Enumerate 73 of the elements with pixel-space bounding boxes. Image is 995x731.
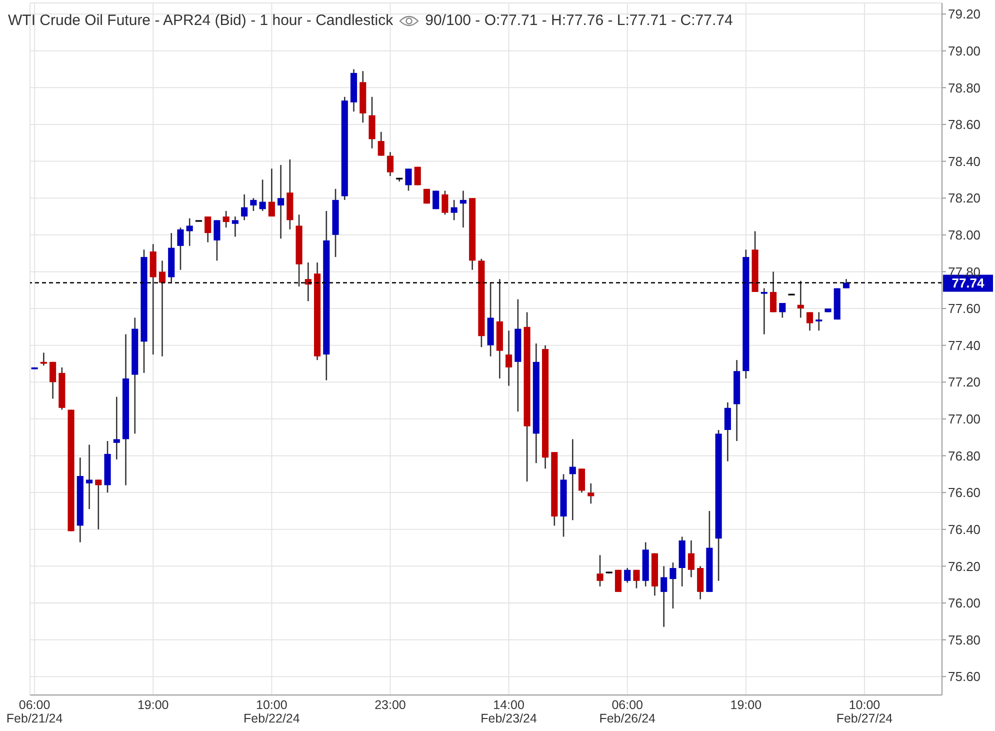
candlestick (232, 216, 238, 238)
y-tick-label: 76.40 (948, 522, 981, 537)
candlestick (760, 288, 768, 335)
text: 90/100 - O:77.71 - H:77.76 - L:77.71 - C:77.74 (425, 12, 733, 29)
candlestick (241, 194, 248, 221)
y-tick-label: 77.40 (948, 338, 981, 353)
y-tick-label: 76.20 (948, 558, 981, 574)
y-tick-label: 78.60 (948, 117, 981, 132)
candlestick (204, 216, 212, 243)
candlestick (450, 199, 458, 221)
candlestick (633, 569, 640, 589)
candlestick (779, 302, 786, 318)
y-tick-label: 77.60 (948, 301, 981, 316)
candlestick (177, 226, 184, 271)
x-tick-label: 10:00 Feb/22/24 (244, 698, 300, 726)
candlestick (222, 210, 230, 228)
y-tick-label: 75.80 (948, 632, 981, 648)
candlestick (368, 96, 376, 150)
x-tick-label: 06:00 Feb/21/24 (6, 698, 63, 726)
candlestick (588, 482, 594, 504)
candlestick (158, 260, 166, 358)
candlestick (596, 554, 604, 588)
candlestick (770, 271, 777, 313)
candlestick (442, 190, 448, 216)
x-tick-label: 14:00 Feb/23/24 (480, 698, 537, 726)
candlestick (816, 312, 822, 332)
candlestick (614, 569, 622, 593)
y-tick-label: 77.20 (948, 374, 981, 390)
candlestick (186, 218, 193, 247)
ref-line-label: 77.74 (952, 276, 986, 291)
candlestick (113, 396, 120, 460)
candlestick (86, 444, 93, 510)
candlestick (259, 179, 266, 212)
candlestick (50, 361, 56, 400)
y-tick-label: 78.00 (948, 228, 981, 243)
x-tick-label: 23:00 (374, 698, 406, 712)
candlestick (386, 151, 394, 177)
candlestick (432, 190, 440, 210)
candlestick (660, 566, 668, 628)
x-tick-label: 19:00 (730, 698, 762, 712)
candlestick (724, 402, 731, 462)
candlestick (460, 190, 466, 228)
y-tick-label: 76.00 (948, 596, 981, 611)
y-tick-label: 79.00 (948, 43, 981, 58)
candlestick (95, 479, 102, 530)
y-tick-label: 78.40 (948, 154, 981, 169)
y-tick-label: 78.20 (948, 190, 981, 206)
y-tick-label: 76.60 (948, 485, 981, 500)
candlestick (378, 131, 384, 156)
y-tick-label: 78.80 (948, 80, 981, 96)
candlestick (797, 280, 804, 318)
y-tick-label: 76.80 (948, 448, 981, 464)
candlestick (569, 438, 576, 521)
candlestick (268, 168, 275, 218)
candlestick (250, 197, 257, 212)
y-tick-label: 79.20 (948, 6, 981, 22)
candlestick (688, 540, 694, 578)
x-tick-label: 06:00 Feb/26/24 (599, 698, 656, 726)
text: WTI Crude Oil Future - APR24 (Bid) - 1 hour - Candlestick (8, 12, 394, 29)
y-tick-label: 77.00 (948, 412, 981, 427)
candlestick (806, 312, 814, 332)
x-tick-label: 19:00 (137, 698, 169, 712)
candlestick (506, 330, 512, 386)
y-tick-label: 75.60 (948, 669, 981, 684)
candlestick (214, 220, 220, 262)
candlestick (624, 567, 631, 584)
candlestick (697, 566, 704, 600)
x-tick-label: 10:00 Feb/27/24 (836, 698, 893, 726)
candlestick (278, 164, 284, 240)
candlestick (842, 278, 850, 289)
candlestick (578, 468, 586, 494)
candlestick (670, 562, 676, 610)
candlestick (405, 168, 412, 192)
